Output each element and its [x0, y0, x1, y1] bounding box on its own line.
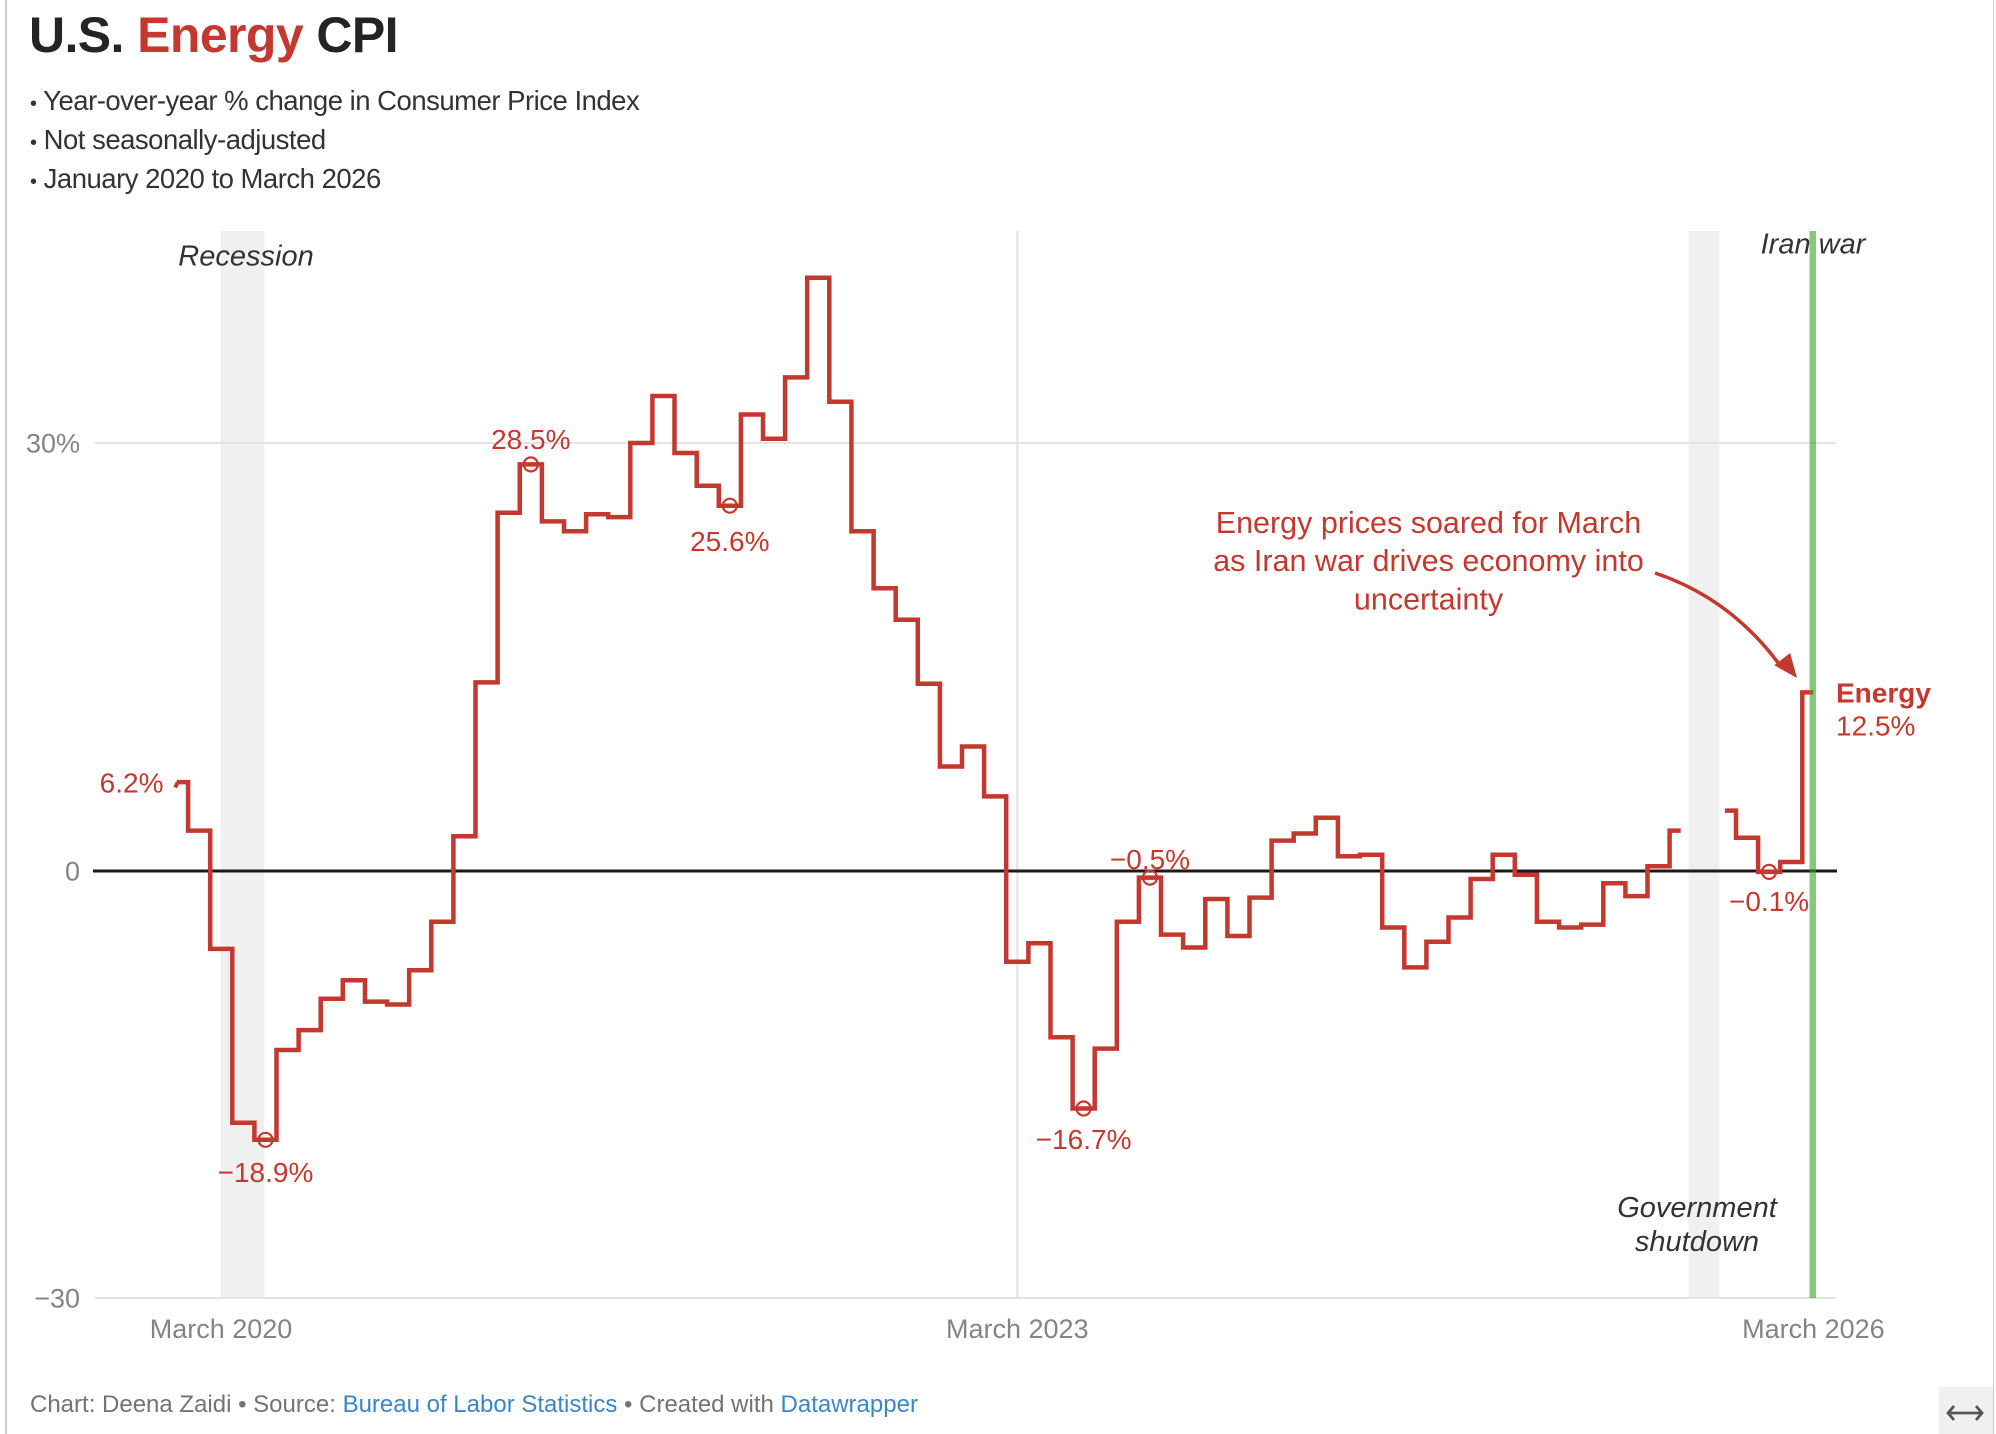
svg-text:Government: Government [1617, 1192, 1779, 1224]
svg-text:−18.9%: −18.9% [218, 1157, 314, 1188]
svg-text:28.5%: 28.5% [491, 424, 570, 455]
svg-text:March 2026: March 2026 [1742, 1314, 1885, 1344]
svg-text:6.2%: 6.2% [100, 768, 164, 799]
svg-text:−0.5%: −0.5% [1110, 844, 1190, 875]
svg-text:Energy: Energy [1836, 678, 1931, 709]
svg-text:12.5%: 12.5% [1836, 711, 1915, 742]
svg-text:−0.1%: −0.1% [1729, 886, 1809, 917]
svg-text:30%: 30% [26, 429, 80, 459]
svg-text:shutdown: shutdown [1635, 1226, 1759, 1258]
svg-text:Iran war: Iran war [1761, 229, 1867, 261]
svg-text:as Iran war drives economy int: as Iran war drives economy into [1213, 544, 1644, 578]
svg-text:0: 0 [65, 857, 80, 887]
svg-text:March 2020: March 2020 [150, 1314, 293, 1344]
svg-text:25.6%: 25.6% [690, 526, 769, 557]
svg-text:−30: −30 [34, 1284, 80, 1314]
svg-text:Energy prices soared for March: Energy prices soared for March [1216, 506, 1641, 540]
svg-text:uncertainty: uncertainty [1354, 583, 1504, 617]
svg-text:March 2023: March 2023 [946, 1314, 1089, 1344]
svg-text:−16.7%: −16.7% [1036, 1124, 1132, 1155]
svg-text:Recession: Recession [178, 241, 313, 273]
